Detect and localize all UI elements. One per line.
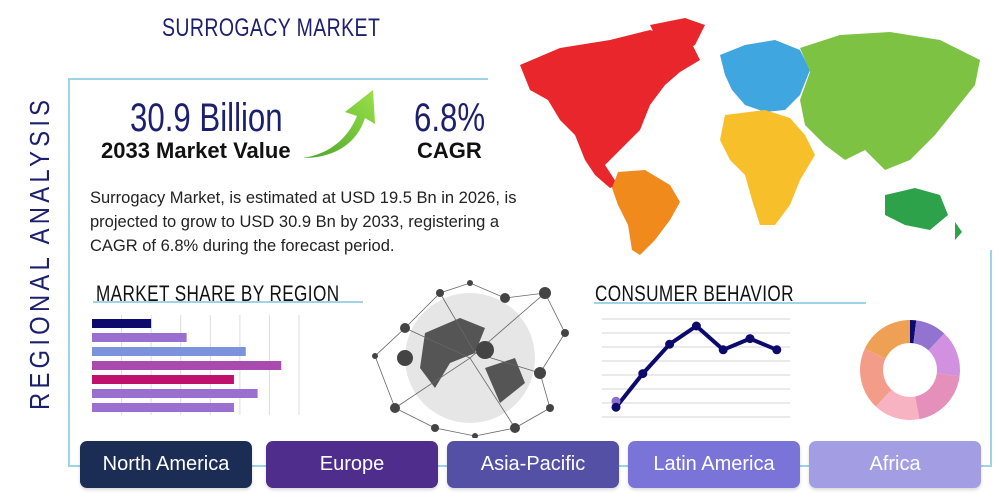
bar (92, 319, 152, 328)
donut-slice (913, 320, 945, 351)
frame-border (68, 78, 488, 80)
bar (92, 375, 234, 384)
data-point (611, 402, 621, 412)
bar (92, 389, 258, 398)
data-point (772, 345, 782, 355)
market-value-label: 2033 Market Value (101, 138, 291, 163)
map-greenland (650, 18, 705, 55)
region-button-north-america[interactable]: North America (80, 441, 252, 488)
network-globe-icon (372, 280, 569, 438)
page-title: SURROGACY MARKET (162, 14, 381, 42)
market-share-bar-chart (92, 315, 300, 415)
donut-slice (910, 320, 917, 344)
data-point (718, 345, 728, 355)
map-europe (720, 40, 810, 112)
consumer-behavior-line-chart (602, 318, 790, 418)
map-north-america (520, 30, 700, 188)
bar (92, 347, 246, 356)
frame-border (68, 78, 70, 465)
region-button-europe[interactable]: Europe (266, 441, 438, 488)
donut-slice (915, 373, 960, 420)
cagr-label: CAGR (417, 138, 482, 163)
donut-slice (928, 333, 960, 377)
data-point (745, 334, 755, 344)
donut-slice (864, 320, 910, 359)
donut-slice (860, 348, 892, 407)
region-button-africa[interactable]: Africa (809, 441, 981, 488)
region-button-latin-america[interactable]: Latin America (628, 441, 800, 488)
world-map (520, 18, 980, 255)
map-south-america (612, 170, 680, 255)
data-point (638, 369, 648, 379)
bar (92, 403, 234, 412)
map-africa (720, 110, 815, 225)
green-up-arrow-icon (303, 90, 375, 158)
region-button-asia-pacific[interactable]: Asia-Pacific (447, 441, 619, 488)
side-label: REGIONAL ANALYSIS (24, 95, 55, 410)
divider (594, 302, 866, 304)
frame-border (990, 250, 992, 465)
map-australia (885, 188, 948, 230)
divider (93, 301, 363, 303)
bar (92, 333, 187, 342)
market-value: 30.9 Billion (130, 96, 283, 140)
cagr-value: 6.8% (414, 96, 486, 140)
data-point (665, 339, 675, 349)
consumer-behavior-donut-chart (860, 320, 960, 420)
consumer-behavior-title: CONSUMER BEHAVIOR (595, 281, 794, 306)
donut-slice (875, 389, 920, 420)
market-share-title: MARKET SHARE BY REGION (96, 281, 340, 306)
bar (92, 361, 282, 370)
market-description: Surrogacy Market, is estimated at USD 19… (90, 189, 517, 255)
map-newzealand (955, 222, 962, 240)
map-asia (800, 32, 980, 170)
data-point (691, 321, 701, 331)
